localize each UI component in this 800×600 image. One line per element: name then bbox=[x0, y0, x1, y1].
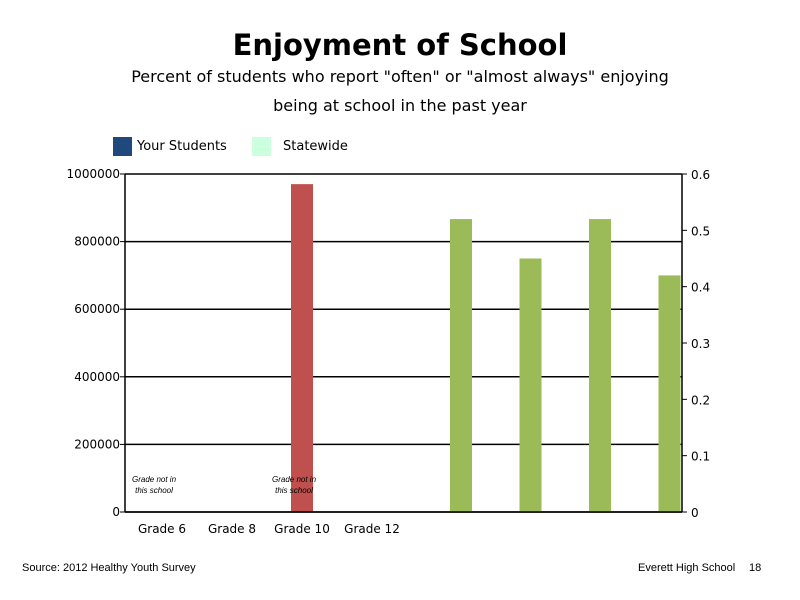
left-axis-tick-label: 0 bbox=[112, 505, 120, 519]
bars bbox=[291, 184, 681, 513]
x-axis-category-label: Grade 10 bbox=[274, 522, 330, 536]
axes bbox=[120, 173, 687, 513]
x-axis-category-label: Grade 12 bbox=[344, 522, 400, 536]
grade-note: this school bbox=[135, 486, 173, 495]
right-axis-tick-label: 0.5 bbox=[691, 224, 710, 238]
legend-item-statewide: Statewide bbox=[252, 137, 348, 156]
left-axis-tick-label: 200000 bbox=[74, 437, 120, 451]
grade-note: Grade not in bbox=[272, 475, 317, 484]
legend-swatch-statewide bbox=[252, 137, 271, 156]
left-axis-tick-label: 600000 bbox=[74, 302, 120, 316]
axis-labels: 0 200000 400000 600000 800000 1000000 0 0.1 0.2 0… bbox=[67, 167, 711, 536]
page-number: 18 bbox=[749, 562, 762, 574]
bar-right-series bbox=[589, 219, 611, 513]
legend-label-statewide: Statewide bbox=[283, 139, 348, 154]
bar-right-series bbox=[450, 219, 472, 513]
school-name: Everett High School bbox=[638, 562, 736, 574]
bar-left-series bbox=[291, 184, 313, 512]
legend-swatch-your-students bbox=[113, 137, 132, 156]
grade-note: Grade not in bbox=[132, 475, 177, 484]
legend-item-your-students: Your Students bbox=[113, 137, 227, 156]
source-note: Source: 2012 Healthy Youth Survey bbox=[22, 562, 196, 574]
bar-right-series bbox=[519, 258, 542, 512]
right-axis-tick-label: 0 bbox=[691, 506, 699, 520]
legend-label-your-students: Your Students bbox=[137, 139, 227, 154]
bar-right-series bbox=[658, 275, 681, 512]
x-axis-category-label: Grade 8 bbox=[208, 522, 256, 536]
chart-subtitle-line-2: being at school in the past year bbox=[273, 96, 527, 115]
right-axis-tick-label: 0.1 bbox=[691, 450, 710, 464]
x-axis-category-label: Grade 6 bbox=[138, 522, 186, 536]
right-axis-tick-label: 0.6 bbox=[691, 168, 710, 182]
right-axis-tick-label: 0.2 bbox=[691, 393, 710, 407]
left-axis-tick-label: 1000000 bbox=[67, 167, 120, 181]
left-axis-tick-label: 800000 bbox=[74, 235, 120, 249]
chart-subtitle-line-1: Percent of students who report "often" o… bbox=[131, 67, 669, 86]
grade-note: this school bbox=[275, 486, 313, 495]
right-axis-tick-label: 0.3 bbox=[691, 337, 710, 351]
right-axis-tick-label: 0.4 bbox=[691, 281, 710, 295]
left-axis-tick-label: 400000 bbox=[74, 370, 120, 384]
chart-title: Enjoyment of School bbox=[232, 28, 568, 62]
